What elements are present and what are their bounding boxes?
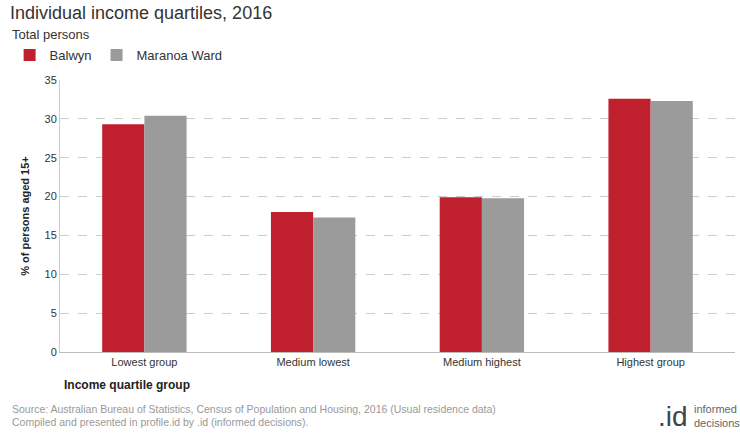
svg-text:15: 15 bbox=[45, 229, 57, 241]
svg-text:Balwyn: Balwyn bbox=[50, 48, 92, 63]
svg-text:25: 25 bbox=[45, 152, 57, 164]
svg-text:.id: .id bbox=[658, 401, 688, 432]
svg-text:30: 30 bbox=[45, 113, 57, 125]
svg-text:Compiled and presented in prof: Compiled and presented in profile.id by … bbox=[12, 416, 309, 428]
svg-text:Income quartile group: Income quartile group bbox=[64, 378, 190, 392]
svg-text:Total persons: Total persons bbox=[12, 27, 90, 42]
svg-text:0: 0 bbox=[51, 346, 57, 358]
svg-text:Lowest group: Lowest group bbox=[111, 356, 177, 368]
svg-text:informeddecisions: informeddecisions bbox=[694, 403, 740, 429]
svg-text:Source: Australian Bureau of S: Source: Australian Bureau of Statistics,… bbox=[12, 403, 496, 415]
svg-text:% of persons aged 15+: % of persons aged 15+ bbox=[19, 156, 31, 276]
svg-text:Individual income quartiles, 2: Individual income quartiles, 2016 bbox=[10, 3, 272, 23]
svg-text:Maranoa Ward: Maranoa Ward bbox=[137, 48, 223, 63]
svg-text:10: 10 bbox=[45, 268, 57, 280]
svg-text:Highest group: Highest group bbox=[616, 356, 685, 368]
svg-text:35: 35 bbox=[45, 74, 57, 86]
svg-text:5: 5 bbox=[51, 307, 57, 319]
svg-text:Medium lowest: Medium lowest bbox=[276, 356, 349, 368]
svg-text:Medium highest: Medium highest bbox=[443, 356, 521, 368]
svg-text:20: 20 bbox=[45, 190, 57, 202]
